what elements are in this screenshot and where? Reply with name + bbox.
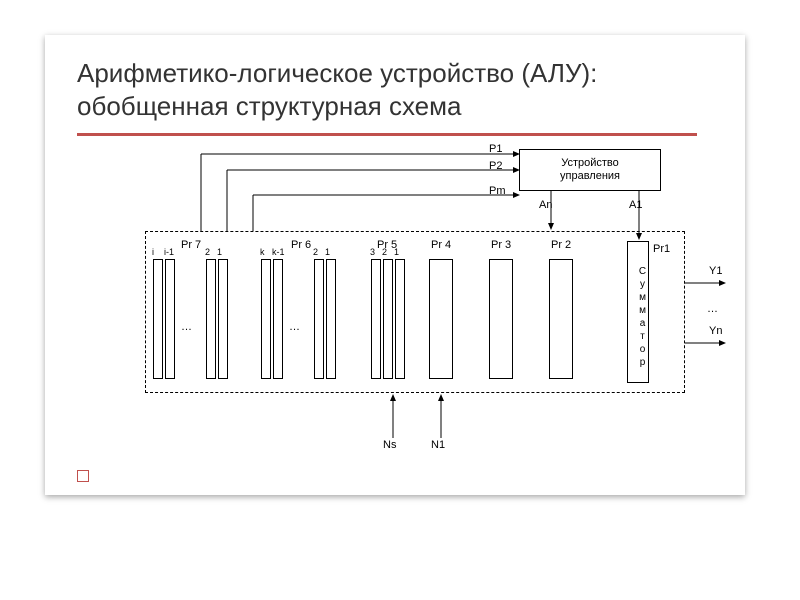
- a-line-label-n: An: [539, 199, 552, 211]
- register-bar: [549, 259, 573, 379]
- p-line-label-2: P2: [489, 160, 502, 172]
- register-bar-index: 2: [382, 247, 387, 257]
- alu-diagram: Устройство управления P1 P2 Pm An A1 Сум…: [111, 143, 731, 458]
- control-unit-box: Устройство управления: [519, 149, 661, 191]
- summator-box: Сумматор: [627, 241, 649, 383]
- register-bar: [206, 259, 216, 379]
- register-group-label: Pr 6: [291, 239, 311, 251]
- register-group-label: Pr 4: [431, 239, 451, 251]
- p-line-label-1: P1: [489, 143, 502, 155]
- register-ellipsis: …: [289, 321, 300, 333]
- register-bar-index: 3: [370, 247, 375, 257]
- register-bar: [218, 259, 228, 379]
- register-bar-index: k: [260, 247, 265, 257]
- register-bar-index: 1: [394, 247, 399, 257]
- corner-marker: [77, 470, 89, 482]
- register-bar: [273, 259, 283, 379]
- register-bar: [326, 259, 336, 379]
- register-bar-index: 2: [205, 247, 210, 257]
- title-underline: [77, 133, 697, 136]
- register-bar-index: 1: [325, 247, 330, 257]
- register-bar: [395, 259, 405, 379]
- register-bar: [383, 259, 393, 379]
- register-group-label: Pr 3: [491, 239, 511, 251]
- register-group-label: Pr 2: [551, 239, 571, 251]
- output-label-yn: Yn: [709, 325, 722, 337]
- summator-side-label: Pr1: [653, 243, 670, 255]
- register-bar: [489, 259, 513, 379]
- register-bar: [153, 259, 163, 379]
- register-bar-index: 2: [313, 247, 318, 257]
- register-bar: [261, 259, 271, 379]
- register-bar: [314, 259, 324, 379]
- p-line-label-m: Pm: [489, 185, 506, 197]
- output-label-y1: Y1: [709, 265, 722, 277]
- register-bar: [429, 259, 453, 379]
- slide-card: Арифметико-логическое устройство (АЛУ): …: [45, 35, 745, 495]
- register-bar: [165, 259, 175, 379]
- register-bar: [371, 259, 381, 379]
- summator-label: Сумматор: [628, 242, 648, 388]
- n-input-label-1: N1: [431, 439, 445, 451]
- n-input-label-s: Ns: [383, 439, 396, 451]
- register-ellipsis: …: [181, 321, 192, 333]
- register-bar-index: k-1: [272, 247, 285, 257]
- a-line-label-1: A1: [629, 199, 642, 211]
- output-ellipsis: …: [707, 303, 718, 315]
- register-bar-index: i-1: [164, 247, 174, 257]
- register-group-label: Pr 7: [181, 239, 201, 251]
- register-bar-index: 1: [217, 247, 222, 257]
- register-bar-index: i: [152, 247, 154, 257]
- slide-title: Арифметико-логическое устройство (АЛУ): …: [77, 57, 697, 122]
